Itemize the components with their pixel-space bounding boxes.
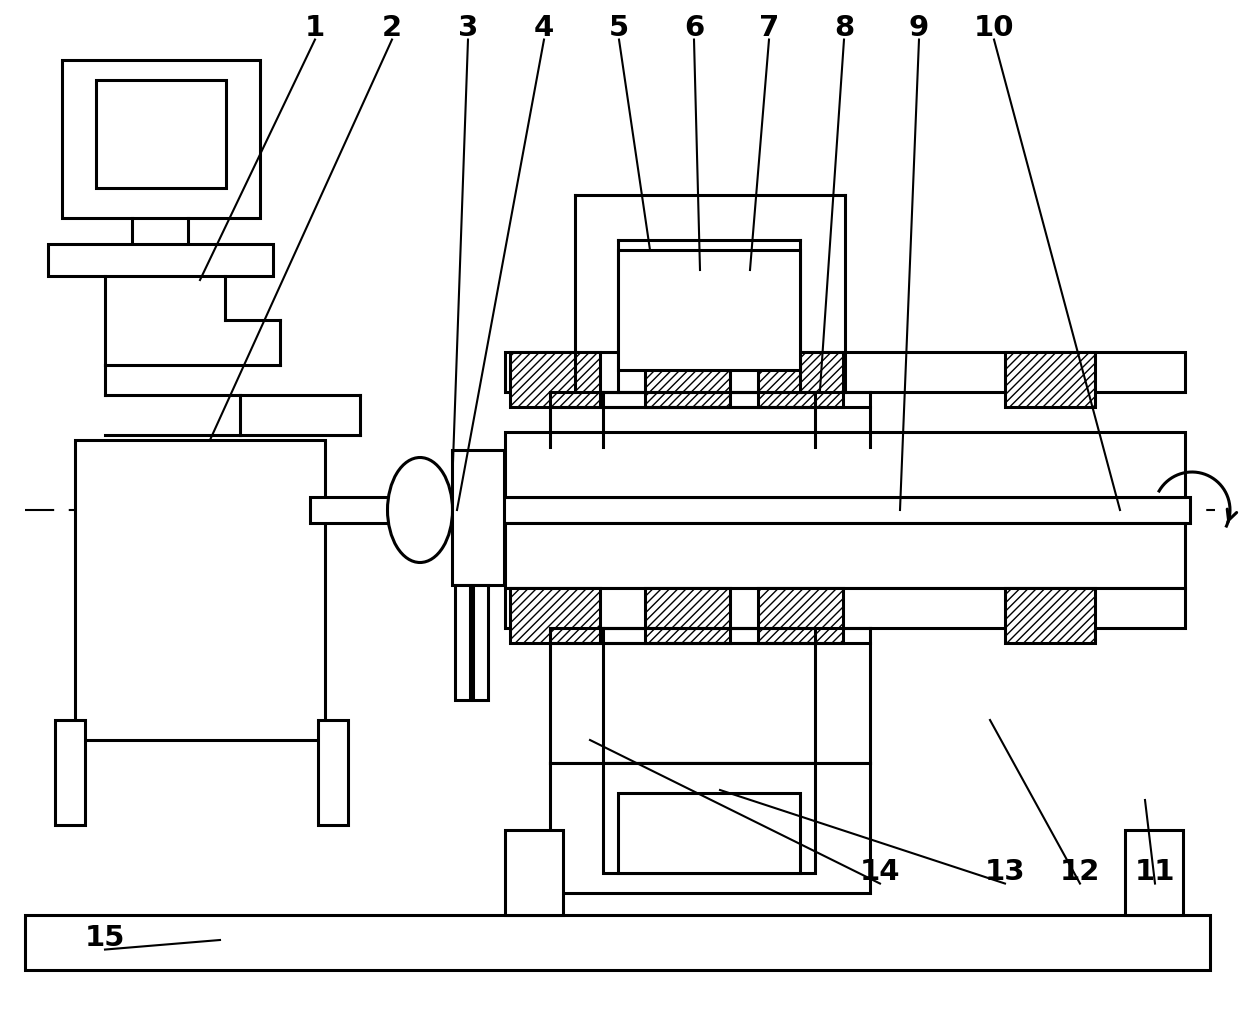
Bar [618, 793, 800, 873]
Text: 7: 7 [759, 14, 779, 42]
Bar [62, 60, 260, 218]
Bar [505, 352, 1185, 392]
Bar [48, 244, 273, 276]
Text: 14: 14 [859, 858, 900, 886]
Bar [645, 588, 730, 643]
Bar [505, 523, 1185, 588]
Bar [505, 588, 1185, 628]
Bar [618, 250, 800, 370]
Text: 1: 1 [305, 14, 325, 42]
Bar [25, 915, 1210, 970]
Text: 9: 9 [909, 14, 929, 42]
Text: 13: 13 [985, 858, 1025, 886]
Bar [1125, 830, 1183, 915]
Bar [310, 497, 1190, 523]
Text: 6: 6 [684, 14, 704, 42]
Bar [551, 763, 870, 893]
Bar [645, 352, 730, 407]
Text: 15: 15 [84, 924, 125, 952]
Text: 10: 10 [973, 14, 1014, 42]
Bar [1004, 588, 1095, 643]
Bar [505, 432, 1185, 497]
Text: 2: 2 [382, 14, 402, 42]
Bar [603, 763, 815, 873]
Text: 4: 4 [534, 14, 554, 42]
Bar [74, 440, 325, 740]
Bar [317, 720, 348, 825]
Ellipse shape [387, 457, 453, 563]
Bar [95, 80, 226, 188]
Text: 5: 5 [609, 14, 629, 42]
Bar [505, 830, 563, 915]
Text: 11: 11 [1135, 858, 1176, 886]
Bar [510, 352, 600, 407]
Text: 8: 8 [835, 14, 854, 42]
Bar [455, 585, 470, 700]
Bar [758, 588, 843, 643]
Text: 12: 12 [1060, 858, 1100, 886]
Bar [55, 720, 86, 825]
Bar [1004, 352, 1095, 407]
Text: 3: 3 [458, 14, 479, 42]
Bar [453, 450, 503, 585]
Bar [758, 352, 843, 407]
Bar [472, 585, 489, 700]
Bar [510, 588, 600, 643]
